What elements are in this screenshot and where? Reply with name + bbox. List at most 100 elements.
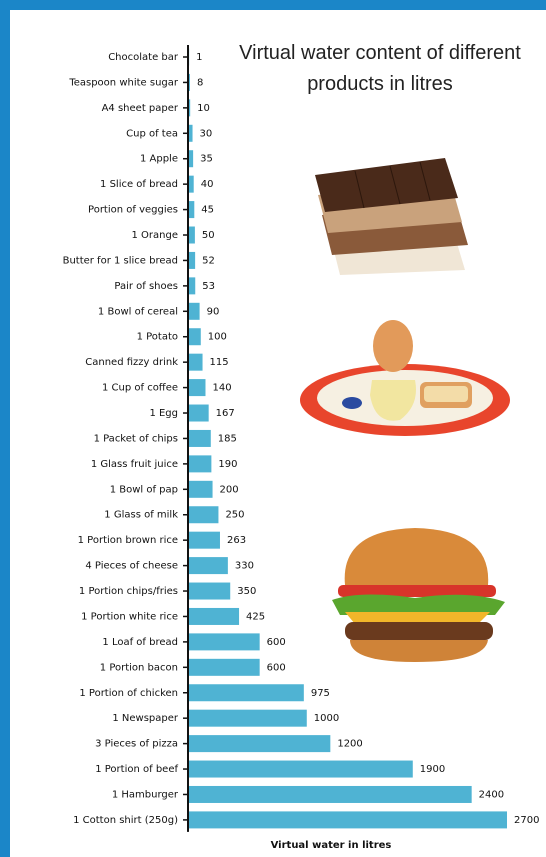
value-label: 52 [202, 255, 215, 266]
y-tick-label: 1 Hamburger [112, 789, 179, 800]
bar [189, 175, 194, 193]
value-label: 2700 [514, 815, 539, 826]
value-label: 975 [311, 688, 330, 699]
value-label: 140 [212, 383, 231, 394]
y-tick-label: Butter for 1 slice bread [63, 255, 178, 266]
y-tick-label: 1 Cup of coffee [102, 383, 178, 394]
value-label: 100 [208, 332, 227, 343]
x-axis-label: Virtual water in litres [271, 840, 392, 851]
bar [189, 455, 212, 473]
value-label: 30 [200, 128, 213, 139]
bar [189, 582, 231, 600]
bar [189, 99, 191, 117]
frame-top [0, 0, 546, 10]
bar [189, 277, 196, 295]
value-label: 167 [216, 408, 235, 419]
bar [189, 404, 209, 422]
bar [189, 429, 211, 447]
bar [189, 658, 260, 676]
value-label: 600 [267, 662, 286, 673]
bar [189, 633, 260, 651]
y-tick-label: 1 Bowl of cereal [98, 306, 178, 317]
value-label: 1900 [420, 764, 445, 775]
bar [189, 506, 219, 524]
y-tick-label: 1 Portion of chicken [79, 688, 178, 699]
y-tick-label: 3 Pieces of pizza [95, 739, 178, 750]
value-label: 2400 [479, 789, 504, 800]
bar [189, 785, 472, 803]
value-label: 45 [201, 205, 214, 216]
y-tick-label: Pair of shoes [114, 281, 178, 292]
y-tick-label: 1 Cotton shirt (250g) [73, 815, 178, 826]
bar [189, 735, 331, 753]
y-tick-label: 1 Slice of bread [100, 179, 178, 190]
bar [189, 709, 307, 727]
hamburger-picture [332, 528, 505, 662]
y-tick-label: 1 Portion bacon [100, 662, 178, 673]
value-label: 90 [207, 306, 220, 317]
bar [189, 531, 220, 549]
y-tick-label: 1 Portion of beef [95, 764, 178, 775]
y-tick-label: 1 Glass fruit juice [91, 459, 178, 470]
frame-left [0, 0, 10, 857]
value-label: 190 [218, 459, 237, 470]
value-label: 600 [267, 637, 286, 648]
value-label: 40 [201, 179, 214, 190]
value-label: 1 [196, 52, 202, 63]
y-tick-label: Canned fizzy drink [85, 357, 178, 368]
bar [189, 73, 190, 91]
y-tick-label: 1 Portion chips/fries [79, 586, 178, 597]
y-tick-label: 1 Portion white rice [81, 611, 178, 622]
y-tick-label: Teaspoon white sugar [68, 77, 179, 88]
value-label: 330 [235, 561, 254, 572]
y-tick-label: 1 Potato [137, 332, 178, 343]
bar [189, 150, 194, 168]
value-label: 115 [210, 357, 229, 368]
y-tick-label: A4 sheet paper [102, 103, 179, 114]
y-tick-label: 1 Egg [149, 408, 178, 419]
value-label: 1200 [337, 739, 362, 750]
y-tick-label: 1 Apple [140, 154, 178, 165]
value-label: 1000 [314, 713, 339, 724]
bar [189, 124, 193, 142]
value-label: 50 [202, 230, 215, 241]
value-label: 10 [197, 103, 210, 114]
y-tick-label: 1 Portion brown rice [78, 535, 178, 546]
value-label: 53 [202, 281, 215, 292]
bar [189, 328, 201, 346]
y-tick-label: 1 Loaf of bread [102, 637, 178, 648]
y-tick-label: Cup of tea [126, 128, 178, 139]
value-label: 35 [200, 154, 213, 165]
value-label: 200 [220, 484, 239, 495]
value-label: 350 [237, 586, 256, 597]
bar [189, 684, 304, 702]
bar [189, 353, 203, 371]
bar [189, 811, 507, 829]
value-label: 8 [197, 77, 203, 88]
chart-title: Virtual water content of different produ… [239, 42, 521, 95]
bar [189, 480, 213, 498]
egg-plate-picture [300, 320, 510, 436]
y-tick-label: 1 Bowl of pap [110, 484, 178, 495]
bar [189, 760, 413, 778]
bar [189, 557, 228, 575]
bar [189, 302, 200, 320]
y-tick-label: 1 Orange [132, 230, 179, 241]
bar [189, 379, 206, 397]
y-tick-label: Chocolate bar [108, 52, 179, 63]
chocolate-picture [315, 158, 468, 275]
bar [189, 607, 240, 625]
y-tick-label: 4 Pieces of cheese [85, 561, 178, 572]
y-tick-label: 1 Packet of chips [94, 433, 178, 444]
bar [189, 251, 196, 269]
value-label: 185 [218, 433, 237, 444]
y-tick-label: 1 Glass of milk [104, 510, 178, 521]
value-label: 250 [225, 510, 244, 521]
value-label: 263 [227, 535, 246, 546]
y-tick-label: 1 Newspaper [112, 713, 179, 724]
bar [189, 226, 195, 244]
value-label: 425 [246, 611, 265, 622]
bar [189, 201, 195, 219]
